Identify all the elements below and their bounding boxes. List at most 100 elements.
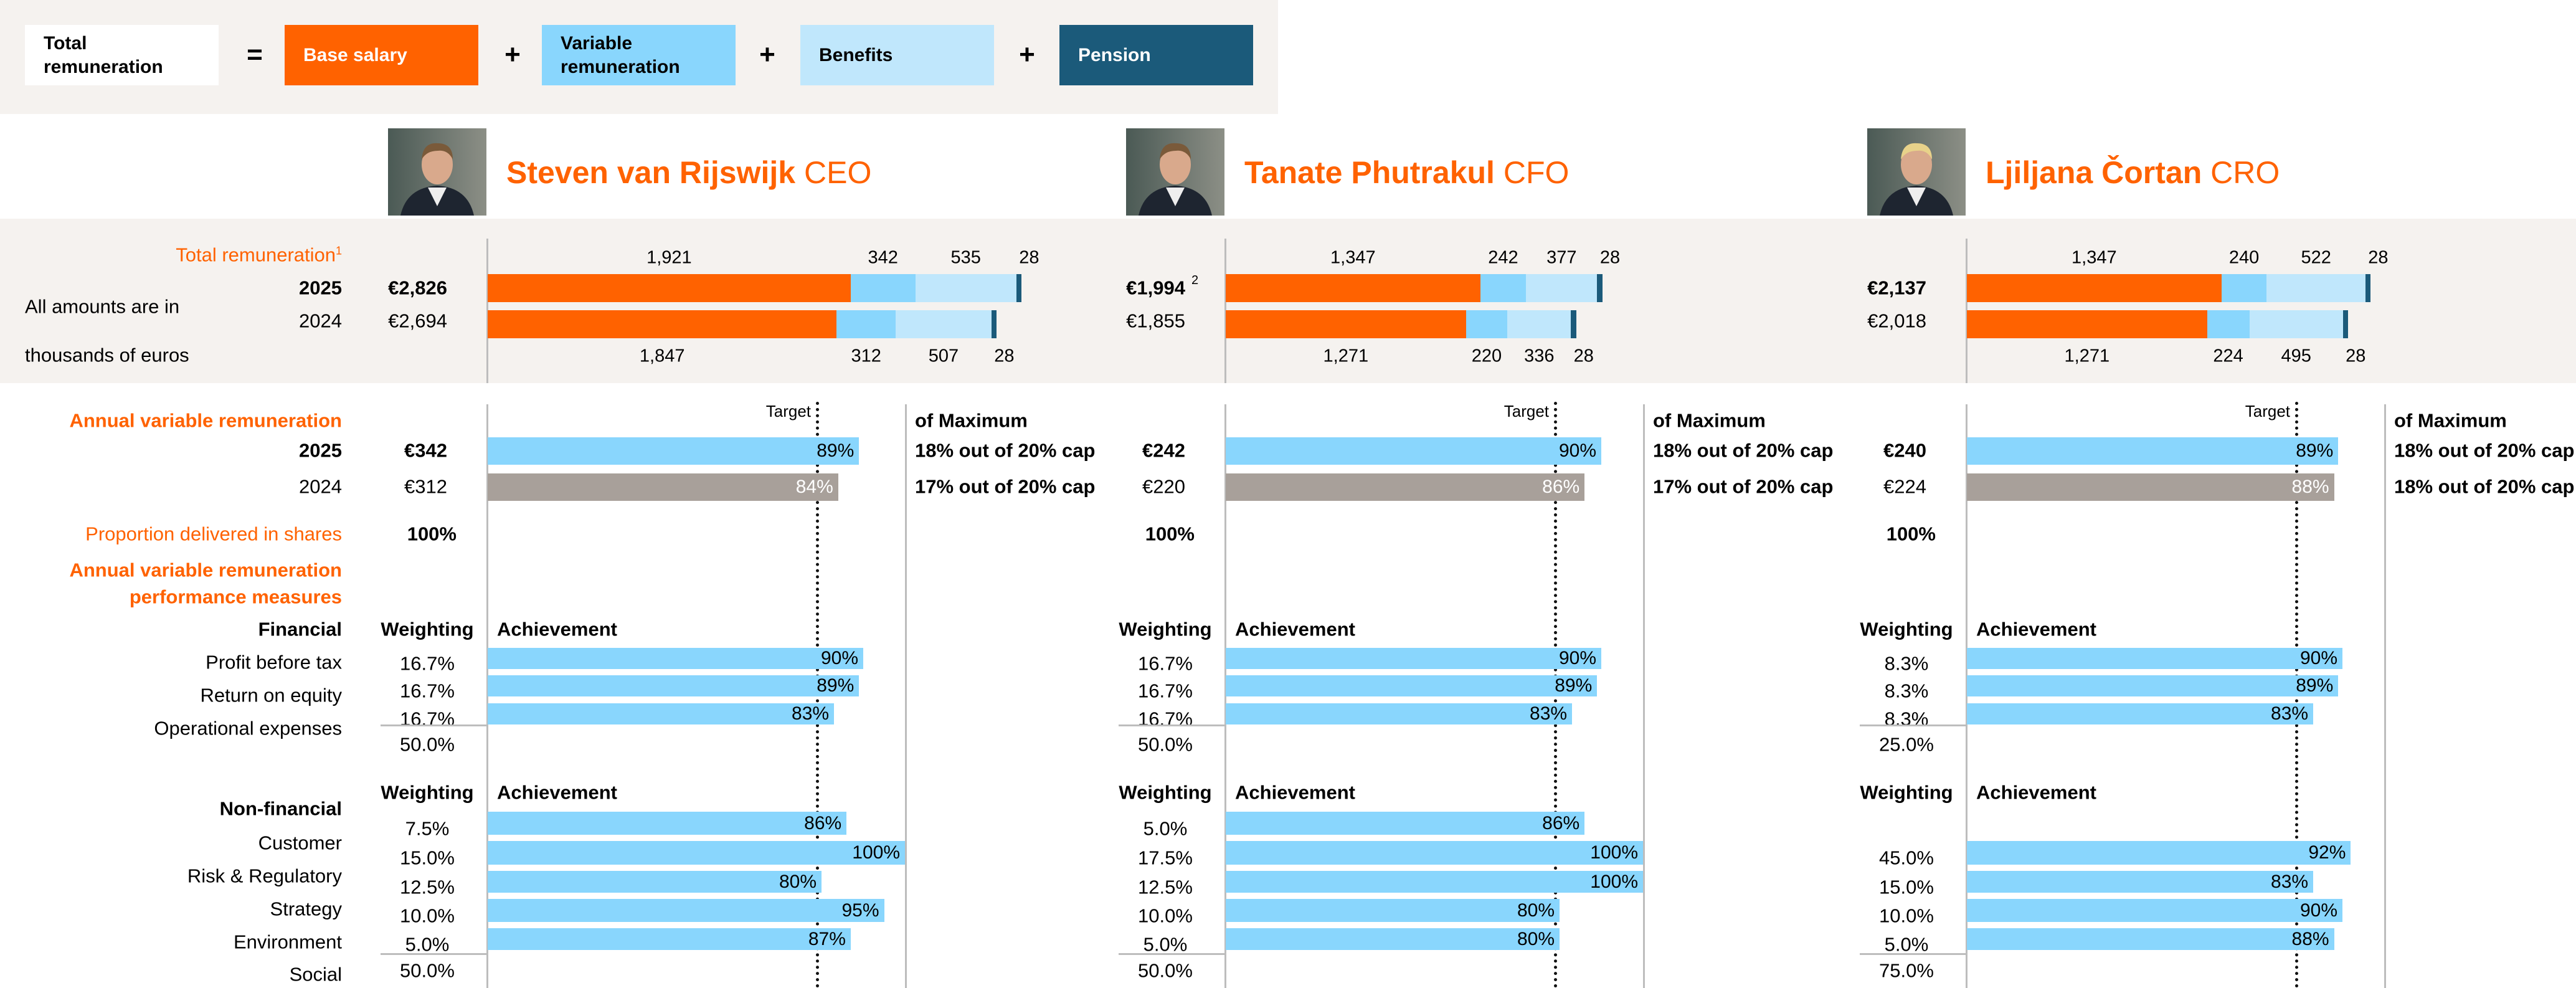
achievement-bar: 80% xyxy=(488,871,822,893)
portrait-photo xyxy=(388,128,486,216)
total-2024: €2,694 xyxy=(388,310,447,332)
total-2025: €2,826 xyxy=(388,277,447,299)
segment-value-label: 224 xyxy=(2213,346,2243,366)
achievement-bar: 83% xyxy=(488,703,835,724)
achievement-bar: 87% xyxy=(488,928,851,950)
achievement-header: Achievement xyxy=(1235,618,1355,640)
bar-segment-pension xyxy=(2342,310,2349,338)
segment-value-label: 342 xyxy=(868,247,898,268)
name-text: Steven van Rijswijk xyxy=(506,155,796,190)
legend-base-salary: Base salary xyxy=(285,25,478,85)
plus-sign: + xyxy=(1019,39,1035,70)
bar-segment-variable xyxy=(2207,310,2250,338)
weight-total: 50.0% xyxy=(400,733,455,756)
achievement-header: Achievement xyxy=(1976,618,2096,640)
segment-value-label: 522 xyxy=(2301,247,2331,268)
bar-segment-variable xyxy=(836,310,896,338)
segment-value-label: 336 xyxy=(1524,346,1555,366)
achievement-bar: 90% xyxy=(488,648,863,669)
segment-value-label: 220 xyxy=(1471,346,1502,366)
bar-value-label: 89% xyxy=(1555,675,1593,696)
target-label: Target xyxy=(1503,402,1549,420)
bar-value-label: 88% xyxy=(2291,928,2329,949)
total-2024: €1,855 xyxy=(1126,310,1185,332)
target-label: Target xyxy=(765,402,811,420)
avr-year-2024: 2024 xyxy=(299,475,342,498)
total-2025: €2,137 xyxy=(1867,277,1926,299)
max-cap-text: 18% out of 20% cap xyxy=(915,439,1096,462)
bar-value-label: 89% xyxy=(2296,440,2334,461)
avr-bar-2024: 88% xyxy=(1967,473,2334,501)
measures-title-2: performance measures xyxy=(129,586,342,608)
max-cap-text: 18% out of 20% cap xyxy=(2394,439,2575,462)
weighting-header: Weighting xyxy=(1860,618,1953,640)
weight-value: 7.5% xyxy=(405,817,450,839)
bar-value-label: 90% xyxy=(2299,900,2337,921)
weight-value: 8.3% xyxy=(1884,680,1929,702)
bar-value-label: 86% xyxy=(1542,477,1580,497)
legend-total-label: Total remuneration xyxy=(44,33,163,77)
segment-value-label: 312 xyxy=(851,346,881,366)
legend-benefits: Benefits xyxy=(800,25,994,85)
bar-segment-benefits xyxy=(915,274,1016,302)
achievement-header: Achievement xyxy=(497,618,617,640)
weight-value: 10.0% xyxy=(1879,905,1934,926)
equals-sign: = xyxy=(247,39,263,70)
avr-amount: €312 xyxy=(404,475,447,498)
bar-segment-pension xyxy=(991,310,997,338)
weight-total: 50.0% xyxy=(1138,959,1193,982)
weight-total-rule xyxy=(1119,953,1226,955)
bar-segment-base xyxy=(1967,310,2207,338)
weight-total-rule xyxy=(1860,724,1967,726)
year-2024-label: 2024 xyxy=(299,310,342,332)
achievement-header: Achievement xyxy=(1235,781,1355,804)
achievement-bar: 100% xyxy=(488,841,905,865)
achievement-bar: 86% xyxy=(488,812,847,835)
bar-segment-variable xyxy=(1480,274,1527,302)
bar-segment-base xyxy=(488,274,851,302)
band-axis-line xyxy=(1966,239,1968,383)
weight-value: 8.3% xyxy=(1884,652,1929,675)
bar-value-label: 89% xyxy=(817,440,855,461)
bar-segment-base xyxy=(1226,274,1480,302)
avr-year-2025: 2025 xyxy=(299,439,342,462)
achievement-bar: 89% xyxy=(488,675,859,696)
weight-value: 12.5% xyxy=(400,876,455,898)
weight-value: 16.7% xyxy=(400,652,455,675)
bar-segment-variable xyxy=(850,274,916,302)
bar-value-label: 83% xyxy=(2271,871,2309,892)
chart-axis-line xyxy=(1966,404,1968,988)
shares-value: 100% xyxy=(1886,523,1936,545)
segment-value-label: 28 xyxy=(2346,346,2366,366)
achievement-header: Achievement xyxy=(497,781,617,804)
achievement-bar: 88% xyxy=(1967,928,2334,950)
segment-value-label: 28 xyxy=(994,346,1015,366)
bar-value-label: 90% xyxy=(1558,440,1596,461)
measure-social: Social xyxy=(289,963,342,986)
measure-environment: Environment xyxy=(233,931,342,953)
segment-value-label: 240 xyxy=(2228,247,2260,268)
weight-value: 17.5% xyxy=(1138,847,1193,869)
achievement-bar: 92% xyxy=(1967,841,2351,865)
legend-pension: Pension xyxy=(1059,25,1253,85)
weight-total-rule xyxy=(381,724,488,726)
bar-segment-benefits xyxy=(1526,274,1598,302)
bar-value-label: 80% xyxy=(1517,928,1555,949)
bar-segment-benefits xyxy=(1507,310,1571,338)
plus-sign: + xyxy=(504,39,521,70)
bar-segment-pension xyxy=(1597,274,1603,302)
bar-segment-pension xyxy=(2365,274,2371,302)
total-remuneration-label: Total remuneration1 xyxy=(176,244,342,266)
bar-value-label: 95% xyxy=(841,900,879,921)
achievement-bar: 83% xyxy=(1967,703,2314,724)
segment-value-label: 28 xyxy=(2368,247,2389,268)
achievement-bar: 90% xyxy=(1226,648,1601,669)
chart-right-divider xyxy=(2384,404,2386,988)
weight-value: 5.0% xyxy=(405,933,450,955)
weight-value: 5.0% xyxy=(1884,933,1929,955)
role-text: CRO xyxy=(2210,155,2280,190)
achievement-bar: 89% xyxy=(1226,675,1598,696)
segment-value-label: 28 xyxy=(1599,247,1621,268)
bar-value-label: 86% xyxy=(1542,812,1580,834)
measure-return-on-equity: Return on equity xyxy=(200,684,342,706)
